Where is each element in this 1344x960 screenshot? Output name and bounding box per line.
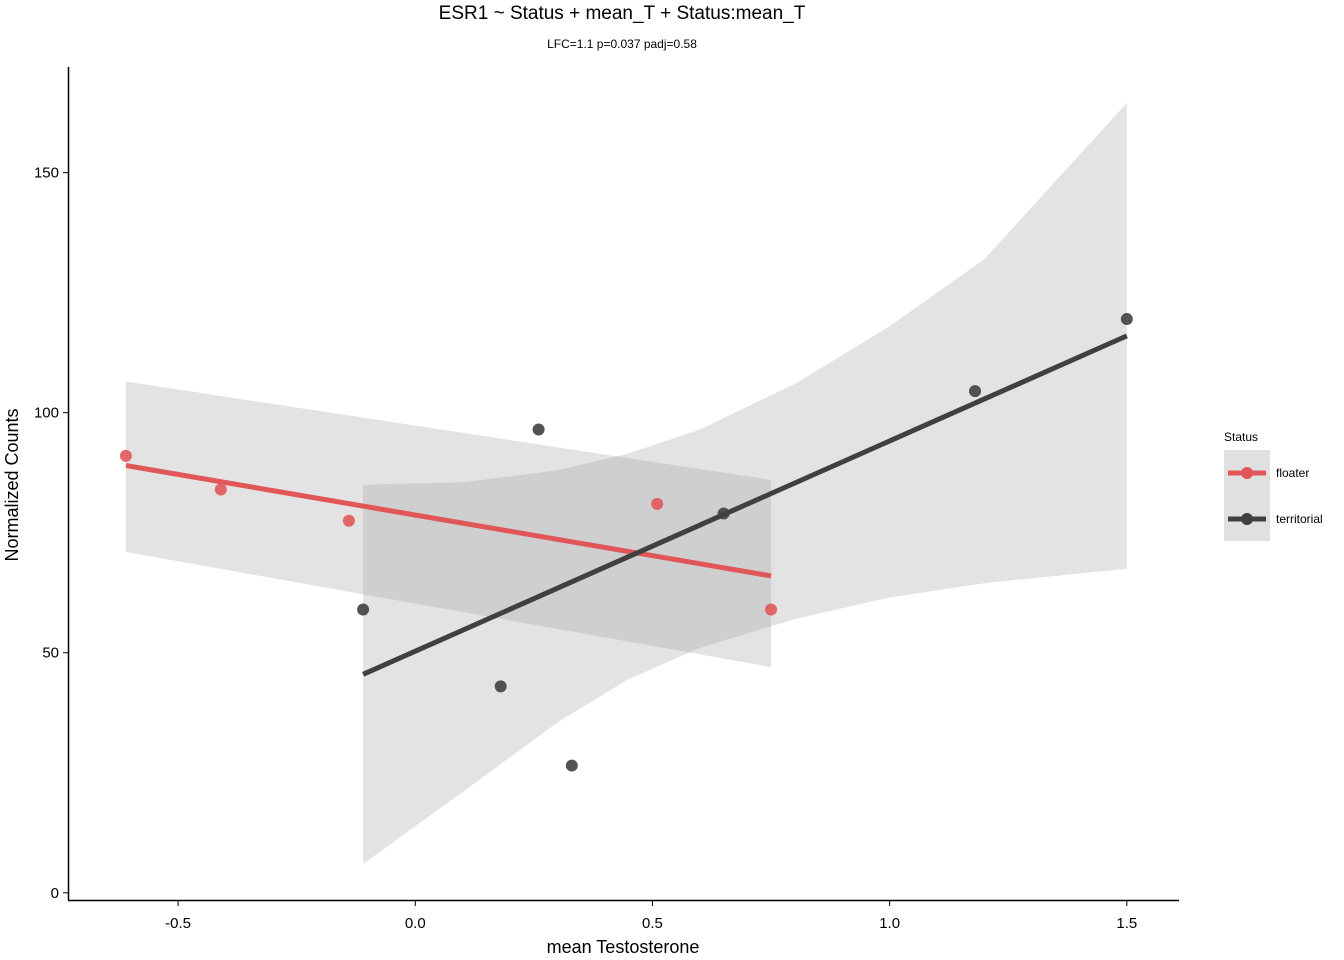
y-axis-title: Normalized Counts xyxy=(2,408,22,561)
data-point-territorial xyxy=(565,759,578,772)
fit-line-territorial xyxy=(362,333,1128,677)
data-point-floater xyxy=(214,483,227,496)
confidence-band-territorial xyxy=(363,103,1127,864)
x-tick-label: 0.5 xyxy=(642,915,663,932)
x-tick-label: 1.5 xyxy=(1116,915,1137,932)
legend-key-background xyxy=(1224,450,1270,541)
legend: Status floater territorial xyxy=(1224,430,1323,541)
legend-label-territorial: territorial xyxy=(1276,512,1323,526)
y-axis-ticks: 0 50 100 150 xyxy=(34,165,69,902)
x-axis-title: mean Testosterone xyxy=(547,937,700,957)
confidence-bands xyxy=(125,103,1127,864)
y-tick-label: 150 xyxy=(34,165,59,182)
fit-lines xyxy=(125,333,1128,677)
chart-subtitle: LFC=1.1 p=0.037 padj=0.58 xyxy=(547,37,697,51)
data-points xyxy=(119,313,1133,772)
legend-title: Status xyxy=(1224,430,1258,444)
data-point-territorial xyxy=(969,385,982,398)
confidence-band-floater xyxy=(125,381,772,668)
data-point-floater xyxy=(119,449,132,462)
x-tick-label: 1.0 xyxy=(879,915,900,932)
y-tick-label: 50 xyxy=(42,645,59,662)
data-point-territorial xyxy=(717,507,730,520)
x-axis-ticks: -0.5 0.0 0.5 1.0 1.5 xyxy=(165,900,1137,932)
data-point-territorial xyxy=(357,603,370,616)
data-point-floater xyxy=(765,603,778,616)
data-point-territorial xyxy=(532,423,545,436)
x-tick-label: -0.5 xyxy=(165,915,191,932)
data-point-territorial xyxy=(1120,313,1133,326)
chart-title: ESR1 ~ Status + mean_T + Status:mean_T xyxy=(439,3,806,24)
y-tick-label: 100 xyxy=(34,405,59,422)
data-point-floater xyxy=(342,514,355,527)
x-tick-label: 0.0 xyxy=(405,915,426,932)
data-point-floater xyxy=(651,497,664,510)
legend-label-floater: floater xyxy=(1276,466,1309,480)
fit-line-floater xyxy=(125,463,772,579)
legend-key-point-territorial xyxy=(1241,513,1253,525)
data-point-territorial xyxy=(494,680,507,693)
legend-key-point-floater xyxy=(1241,467,1253,479)
y-tick-label: 0 xyxy=(51,885,59,902)
